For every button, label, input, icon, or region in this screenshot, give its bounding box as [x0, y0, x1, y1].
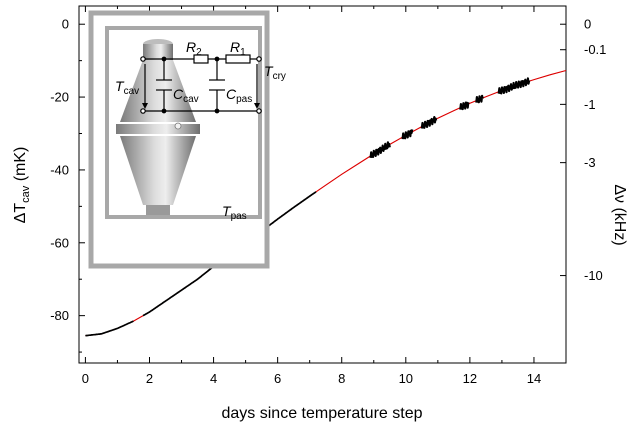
measured-segment-7 [497, 77, 531, 95]
tick-layer: 0 2 4 6 8 10 12 14 0 -20 -40 -60 -80 0 -0.1 -1 -3 -10 [50, 6, 606, 386]
inset-schematic: R2 R1 Tcav Ccav Cpas Tcry Tpas [88, 10, 286, 269]
measured-segment-4 [420, 116, 438, 129]
label-c-cav: Ccav [173, 86, 199, 105]
label-t-cry: Tcry [264, 63, 286, 82]
label-t-cav: Tcav [115, 78, 139, 97]
x-tick-label: 14 [527, 371, 541, 386]
measured-segment-6 [475, 94, 484, 104]
cavity-body [116, 39, 200, 215]
label-r2: R2 [186, 39, 202, 58]
y-tick-label: -80 [50, 308, 69, 323]
x-tick-label: 6 [274, 371, 281, 386]
y-axis-title-left: ΔTcav (mK) [12, 147, 32, 224]
x-axis-title: days since temperature step [222, 405, 423, 422]
label-r1: R1 [230, 39, 246, 58]
right-tick-label: -0.1 [584, 42, 606, 57]
measured-segment-3 [401, 129, 414, 140]
x-tick-label: 0 [82, 371, 89, 386]
right-tick-label: -1 [584, 97, 596, 112]
thermal-circuit [140, 54, 262, 114]
label-c-pas: Cpas [226, 86, 252, 105]
y-tick-label: -20 [50, 90, 69, 105]
plot-frame [78, 5, 567, 364]
x-tick-label: 8 [338, 371, 345, 386]
y-tick-label: -40 [50, 162, 69, 177]
right-tick-label: -10 [584, 268, 603, 283]
y-axis-title-right: Δν (kHz) [611, 184, 627, 245]
measured-segment-5 [459, 101, 470, 111]
inset-inner-frame [105, 26, 262, 219]
y-tick-label: -60 [50, 235, 69, 250]
y-tick-label: 0 [62, 17, 69, 32]
right-tick-label: 0 [584, 17, 591, 32]
x-tick-label: 10 [399, 371, 413, 386]
measured-segment-0 [85, 320, 134, 337]
x-tick-label: 12 [463, 371, 477, 386]
x-tick-label: 4 [210, 371, 217, 386]
right-tick-label: -3 [584, 155, 596, 170]
measured-segment-2 [369, 141, 391, 159]
label-t-pas: Tpas [222, 203, 247, 222]
x-tick-label: 2 [146, 371, 153, 386]
